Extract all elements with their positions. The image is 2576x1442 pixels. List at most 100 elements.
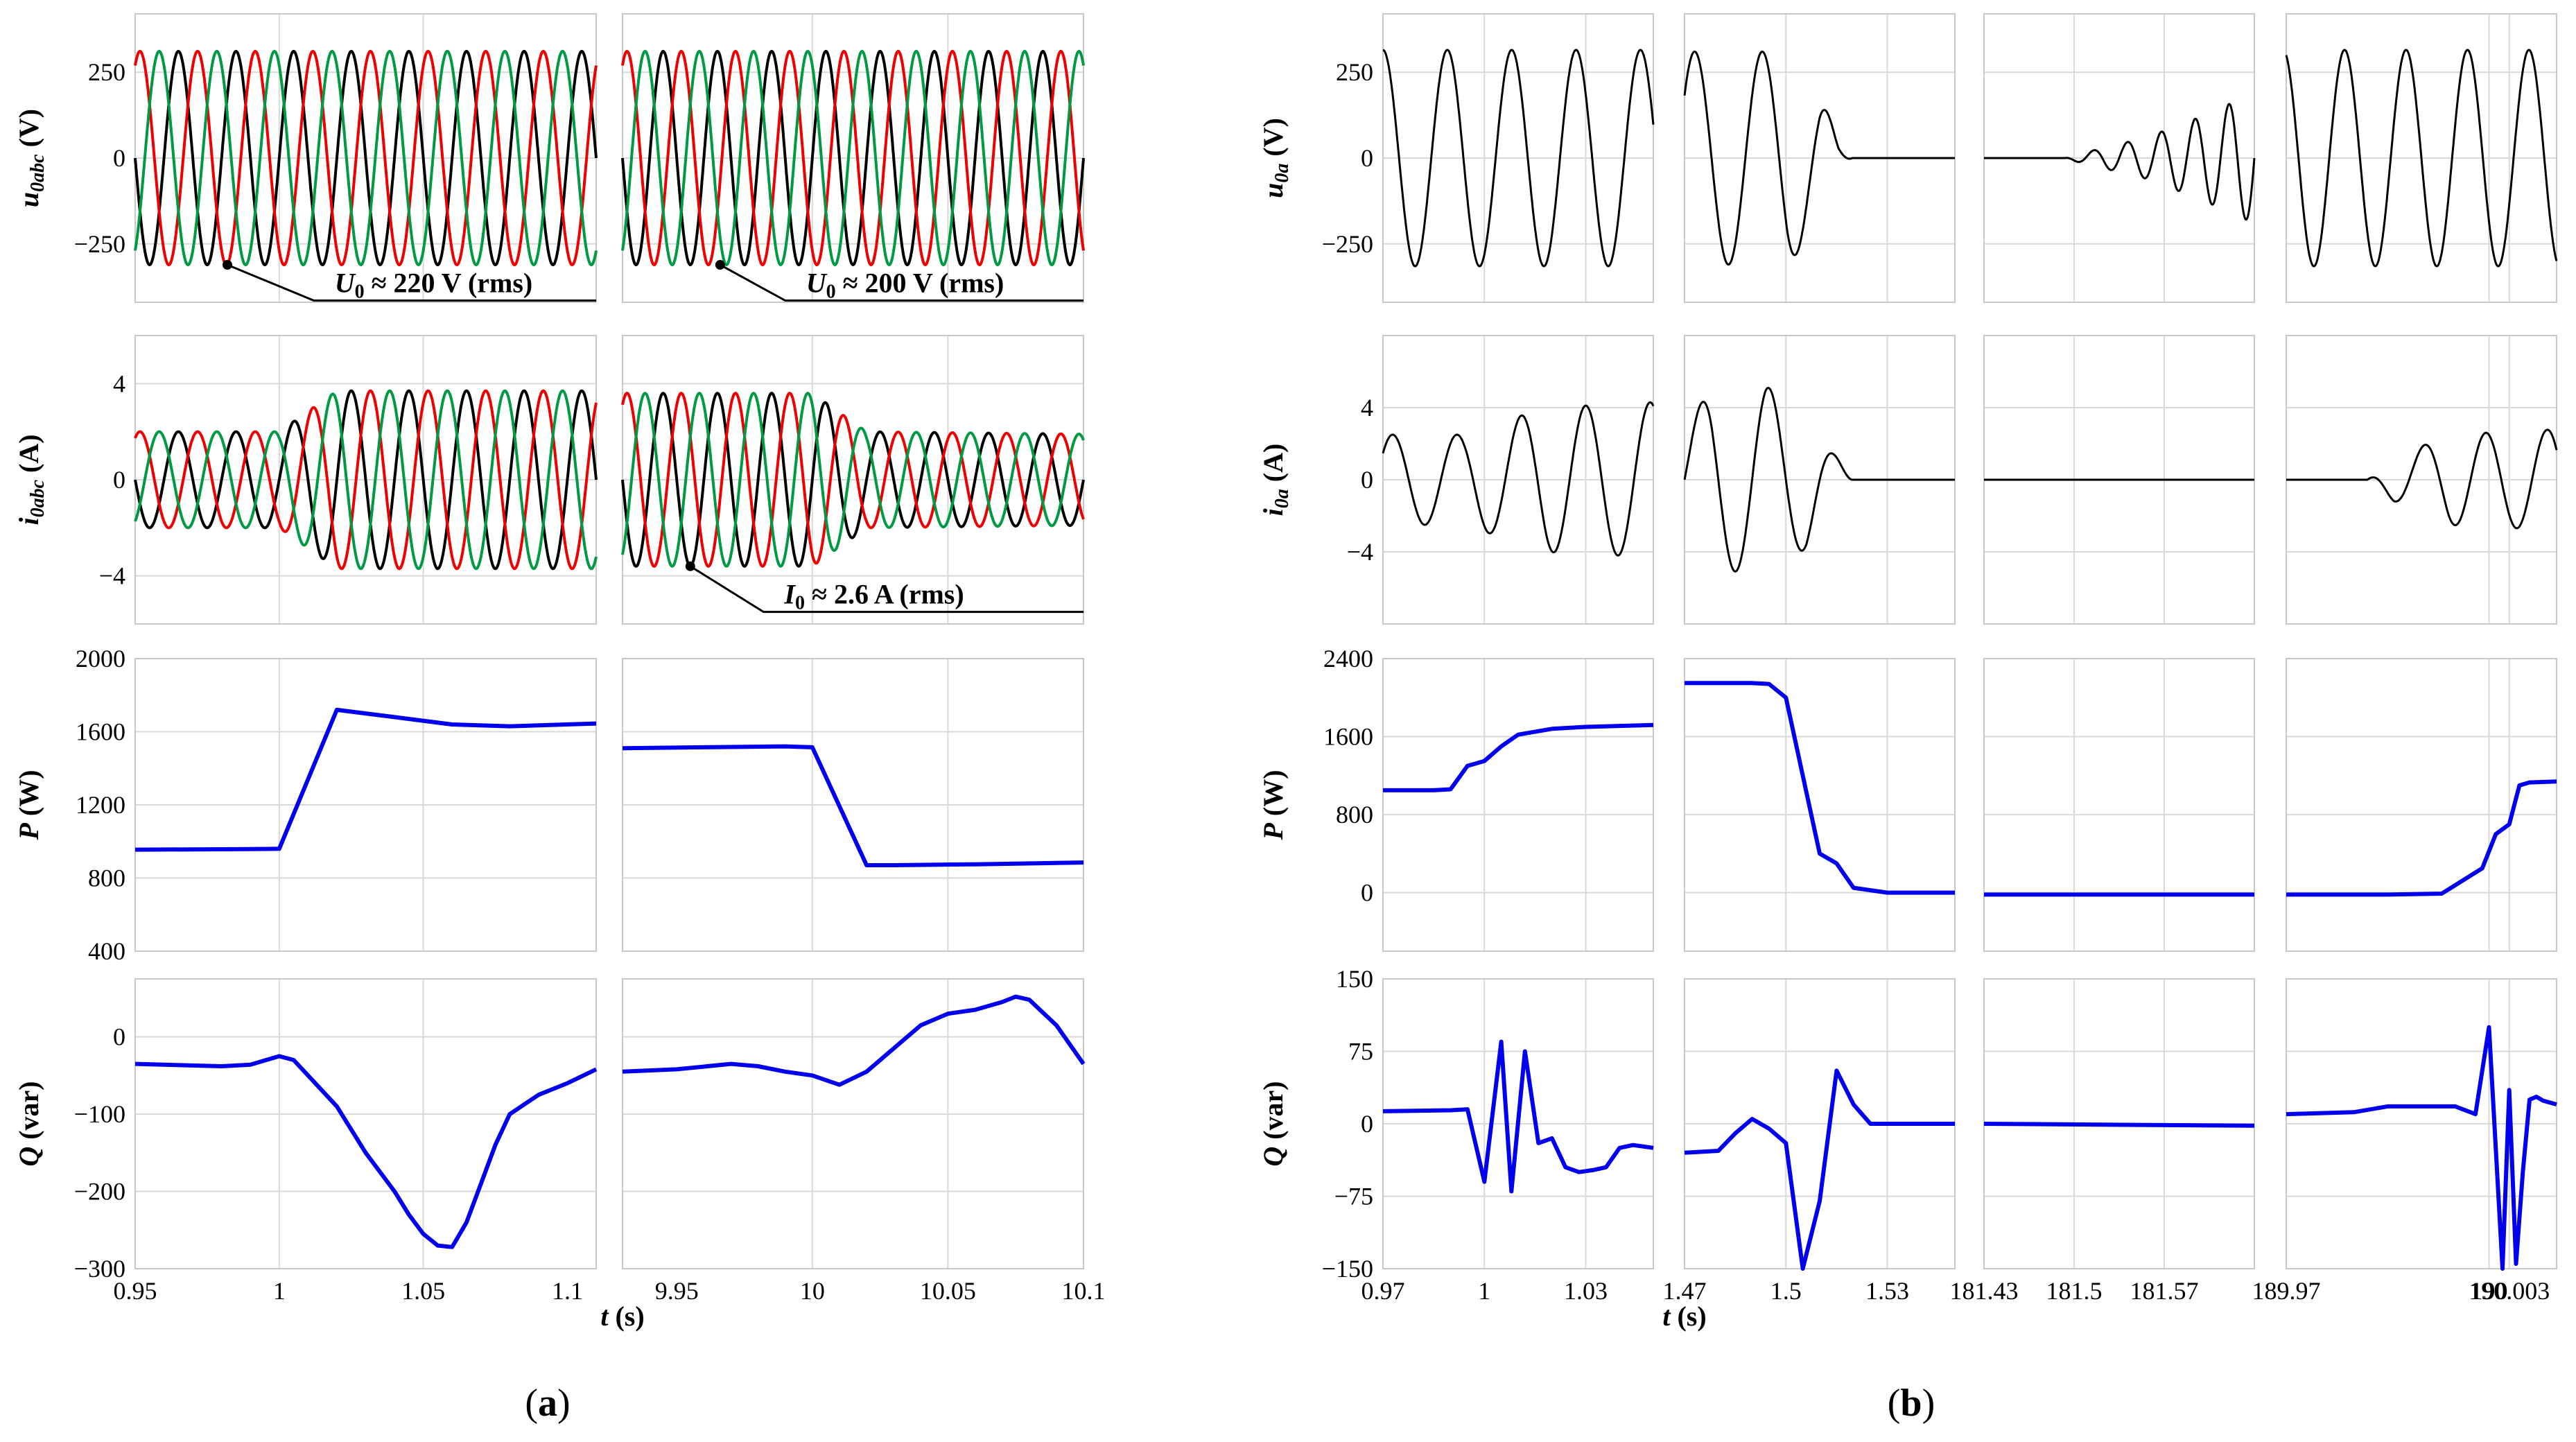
annotation-leader-line <box>227 263 596 302</box>
subplot-r0-c1 <box>622 13 1084 303</box>
y-axis-label: Q (var) <box>1257 1081 1289 1166</box>
subplot-r2-c0: 2000 1600 1200 800 400 <box>76 645 597 965</box>
x-tick-label: 1 <box>273 1277 286 1305</box>
subplot-frame <box>1382 13 1654 303</box>
panel-b-label: (b) <box>1888 1382 1935 1425</box>
subplot-frame <box>1684 658 1956 952</box>
x-tick-label: 181.5 <box>2046 1277 2103 1305</box>
subplot-frame <box>622 978 1084 1269</box>
y-tick-label: 0 <box>1361 879 1373 907</box>
x-tick-label: 1.03 <box>1564 1277 1608 1305</box>
y-tick-label: 400 <box>88 937 125 965</box>
y-axis-label: P (W) <box>1257 770 1289 840</box>
y-tick-label: 0 <box>113 144 125 172</box>
subplot-r0-c3 <box>2286 13 2557 303</box>
y-tick-label: −250 <box>74 230 125 258</box>
subplot-frame <box>134 978 597 1269</box>
subplot-frame <box>134 658 597 952</box>
subplot-r2-c2 <box>1983 658 2255 952</box>
y-tick-label: 150 <box>1336 965 1373 993</box>
x-tick-label: 1.47 <box>1663 1277 1707 1305</box>
x-tick-label: 1.05 <box>401 1277 445 1305</box>
series-line-phase-b <box>134 49 598 267</box>
series-line-phase-c <box>621 49 1085 267</box>
series-line-black <box>1382 49 1655 268</box>
y-tick-label: 0 <box>113 466 125 494</box>
annotation-label: I0 ≈ 2.6 A (rms) <box>783 579 964 614</box>
subplot-frame <box>2286 658 2557 952</box>
series-line-blue <box>1685 681 1955 895</box>
series-line-blue <box>1684 1068 1955 1271</box>
series-line-blue <box>1383 722 1654 792</box>
y-tick-label: 1600 <box>76 718 125 746</box>
subplot-frame <box>622 658 1084 952</box>
x-tick-label: 0.97 <box>1361 1277 1405 1305</box>
annotation-leader-line <box>720 263 1084 302</box>
y-tick-label: 4 <box>1361 394 1373 422</box>
series-line-blue <box>134 707 597 852</box>
subplot-r2-c1 <box>1684 658 1956 952</box>
series-line-black <box>1984 103 2256 221</box>
y-tick-label: 800 <box>88 865 125 892</box>
y-tick-label: 0 <box>1361 144 1373 172</box>
x-tick-label: 1.1 <box>552 1277 583 1305</box>
y-axis-label: u0abc (V) <box>13 109 49 207</box>
x-tick-label: 10.05 <box>920 1277 976 1305</box>
series-line-phase-c <box>134 389 598 571</box>
y-tick-label: 0 <box>1361 466 1373 494</box>
series-line-blue <box>2286 1025 2557 1271</box>
x-tick-label: 1 <box>1478 1277 1490 1305</box>
subplot-frame <box>2286 978 2557 1269</box>
series-line-blue <box>134 1054 598 1249</box>
y-tick-label: 75 <box>1348 1038 1373 1066</box>
series-line-phase-a <box>134 49 598 267</box>
y-tick-label: 0 <box>113 1023 125 1051</box>
subplot-r3-c1: 9.95 10 10.05 10.1 <box>622 978 1106 1305</box>
y-tick-label: 250 <box>88 58 125 86</box>
y-tick-label: −300 <box>74 1255 125 1283</box>
y-tick-label: −250 <box>1322 230 1373 258</box>
y-tick-label: 4 <box>113 370 125 397</box>
x-tick-label: 181.43 <box>1950 1277 2019 1305</box>
subplot-r2-c1 <box>622 658 1084 952</box>
x-tick-label: 1.5 <box>1770 1277 1802 1305</box>
series-line-blue <box>1382 1039 1654 1194</box>
panel-a-label: (a) <box>525 1382 570 1425</box>
y-axis-label: u0a (V) <box>1257 118 1293 198</box>
subplot-r1-c0: 4 0 −4 <box>1347 335 1654 625</box>
x-tick-label: 1.53 <box>1865 1277 1909 1305</box>
y-tick-label: −200 <box>74 1178 125 1206</box>
subplot-r3-c0: 0.97 1 1.03 150 75 0 −75 −150 <box>1322 965 1654 1305</box>
series-line-black <box>1683 386 1955 573</box>
annotation-leader-line <box>690 565 1084 614</box>
series-line-blue <box>2286 779 2557 897</box>
x-axis-label: t (s) <box>600 1301 644 1332</box>
series-line-phase-a <box>134 389 598 571</box>
y-axis-label: i0abc (A) <box>13 434 49 525</box>
x-tick-label: 10.1 <box>1062 1277 1106 1305</box>
panel-b-plots: 250 0 −250 u0a (V) 4 0 −4 i0a (A) 2400 1600 800 0 P … <box>1257 13 2558 1332</box>
x-tick-label: 9.95 <box>655 1277 699 1305</box>
subplot-r2-c0: 2400 1600 800 0 <box>1323 645 1654 952</box>
subplot-frame <box>1382 335 1654 625</box>
x-tick-label: 190 <box>2471 1277 2508 1305</box>
subplot-frame <box>1382 658 1654 952</box>
series-line-blue <box>622 994 1086 1087</box>
y-tick-label: 250 <box>1336 58 1373 86</box>
x-tick-label: 0.95 <box>114 1277 157 1305</box>
series-line-phase-b <box>134 389 598 571</box>
y-tick-label: 1600 <box>1323 723 1373 751</box>
y-tick-label: 2000 <box>76 645 125 672</box>
y-tick-label: −75 <box>1334 1183 1373 1210</box>
y-tick-label: 2400 <box>1323 645 1373 672</box>
y-axis-label: i0a (A) <box>1257 444 1293 516</box>
series-line-black <box>1683 51 1955 266</box>
subplot-frame <box>1382 978 1654 1269</box>
y-axis-label: P (W) <box>13 770 44 840</box>
x-tick-label: 10 <box>800 1277 825 1305</box>
subplot-r3-c0: 0.95 1 1.05 1.1 0 −100 −200 −300 <box>74 978 597 1305</box>
series-line-phase-c <box>621 392 1085 568</box>
